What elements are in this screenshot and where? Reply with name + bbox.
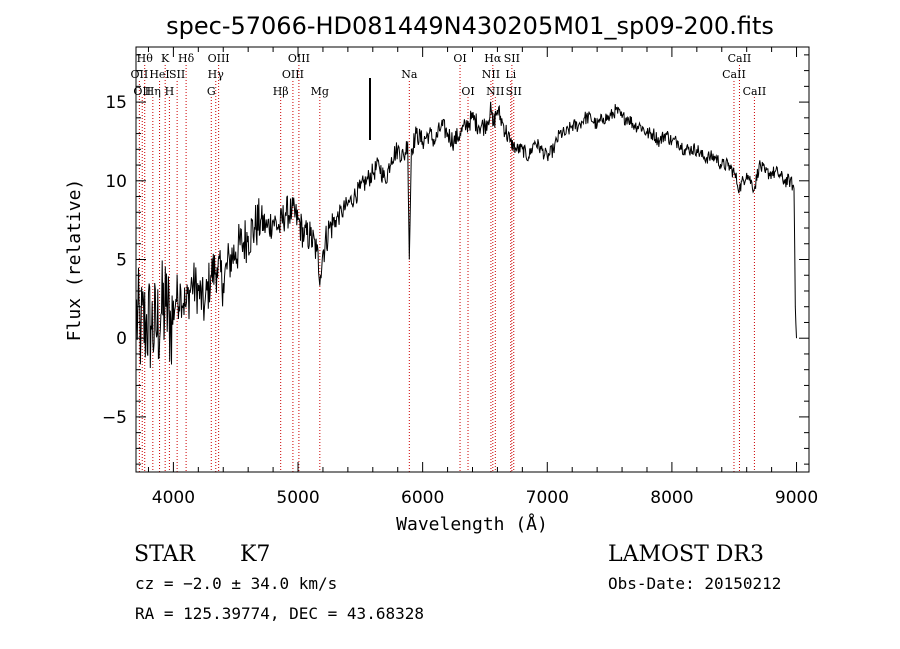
y-axis: −5 0 5 10 15	[102, 54, 809, 465]
y-tick-label: 15	[105, 93, 127, 113]
line-marker-label-14: OIII	[288, 52, 310, 65]
line-marker-label-12: Hβ	[273, 85, 289, 98]
x-tick-label: 7000	[526, 488, 569, 508]
x-tick-label: 9000	[775, 488, 818, 508]
line-marker-label-5: K	[161, 52, 170, 65]
line-marker-label-27: CaII	[743, 85, 767, 98]
x-axis: 4000 5000 6000 7000 8000 9000	[147, 47, 818, 508]
line-marker-label-25: CaII	[722, 68, 746, 81]
y-tick-label: −5	[102, 408, 127, 428]
spectrum-line	[135, 101, 797, 369]
line-marker-label-20: Hα	[484, 52, 502, 65]
x-tick-label: 4000	[152, 488, 195, 508]
y-axis-label: Flux (relative)	[64, 179, 85, 342]
line-marker-label-24: SII	[506, 85, 522, 98]
line-marker-label-17: OI	[453, 52, 466, 65]
survey-label: LAMOST DR3	[608, 542, 764, 567]
line-marker-label-8: Hδ	[178, 52, 195, 65]
line-marker-label-18: OI	[461, 85, 474, 98]
x-tick-label: 8000	[650, 488, 693, 508]
line-marker-label-13: OIII	[282, 68, 304, 81]
line-marker-label-9: G	[207, 85, 216, 98]
line-marker-label-7: SII	[169, 68, 185, 81]
y-tick-label: 10	[105, 172, 127, 192]
line-marker-labels: OII OII Hθ Hη HeI K H SII Hδ G Hγ OIII Hβ OIII OIII Mg N…	[131, 52, 767, 98]
line-markers	[138, 65, 755, 472]
line-marker-label-16: Na	[401, 68, 418, 81]
object-type: STAR	[134, 542, 196, 567]
redshift-text: cz = −2.0 ± 34.0 km/s	[135, 574, 337, 593]
coordinates-text: RA = 125.39774, DEC = 43.68328	[135, 604, 424, 623]
line-marker-label-26: CaII	[728, 52, 752, 65]
line-marker-label-10: Hγ	[208, 68, 225, 81]
line-marker-label-6: H	[165, 85, 175, 98]
line-marker-label-1: OII	[133, 85, 151, 98]
subclass: K7	[240, 542, 270, 567]
x-tick-label: 6000	[401, 488, 444, 508]
x-tick-label: 5000	[276, 488, 319, 508]
line-marker-label-4: HeI	[149, 68, 169, 81]
line-marker-label-3: Hη	[145, 85, 161, 98]
line-marker-label-15: Mg	[311, 85, 329, 98]
line-marker-label-11: OIII	[208, 52, 230, 65]
y-tick-label: 0	[116, 329, 127, 349]
line-marker-label-2: Hθ	[137, 52, 154, 65]
line-marker-label-19: NII	[482, 68, 500, 81]
line-marker-label-21: NII	[486, 85, 504, 98]
x-axis-label: Wavelength (Å)	[396, 513, 548, 535]
chart-title: spec-57066-HD081449N430205M01_sp09-200.f…	[166, 12, 774, 40]
obs-date-text: Obs-Date: 20150212	[608, 574, 781, 593]
line-marker-label-23: SII	[504, 52, 520, 65]
y-tick-label: 5	[116, 251, 127, 271]
line-marker-label-22: Li	[505, 68, 516, 81]
line-marker-label-0: OII	[131, 68, 149, 81]
